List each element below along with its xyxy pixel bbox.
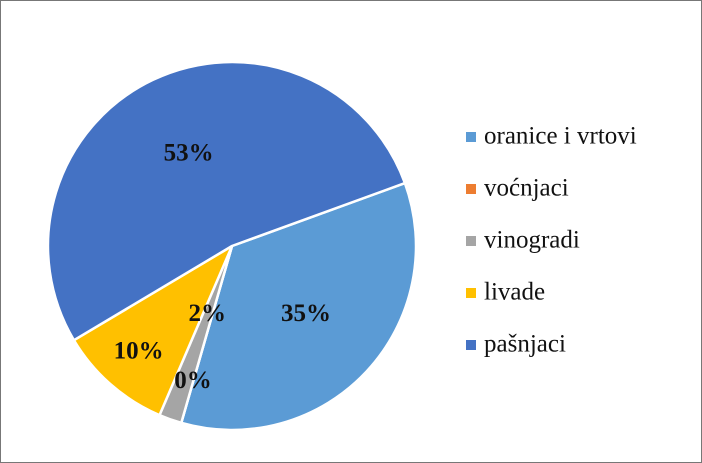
legend-marker: [466, 236, 476, 246]
legend-marker: [466, 132, 476, 142]
legend-marker: [466, 184, 476, 194]
legend-marker: [466, 288, 476, 298]
data-label: 35%: [281, 300, 331, 327]
legend-label: voćnjaci: [484, 175, 569, 202]
pie-slice: [46, 60, 407, 342]
data-label: 10%: [114, 337, 164, 364]
data-label: 53%: [164, 139, 214, 166]
data-label: 0%: [174, 367, 212, 394]
legend-label: pašnjaci: [484, 331, 566, 358]
legend-marker: [466, 340, 476, 350]
legend-label: vinogradi: [484, 227, 580, 254]
data-label: 2%: [189, 300, 227, 327]
legend-label: livade: [484, 279, 545, 306]
legend-label: oranice i vrtovi: [484, 123, 637, 150]
pie-slice: [72, 242, 235, 417]
pie-slice: [179, 181, 418, 432]
